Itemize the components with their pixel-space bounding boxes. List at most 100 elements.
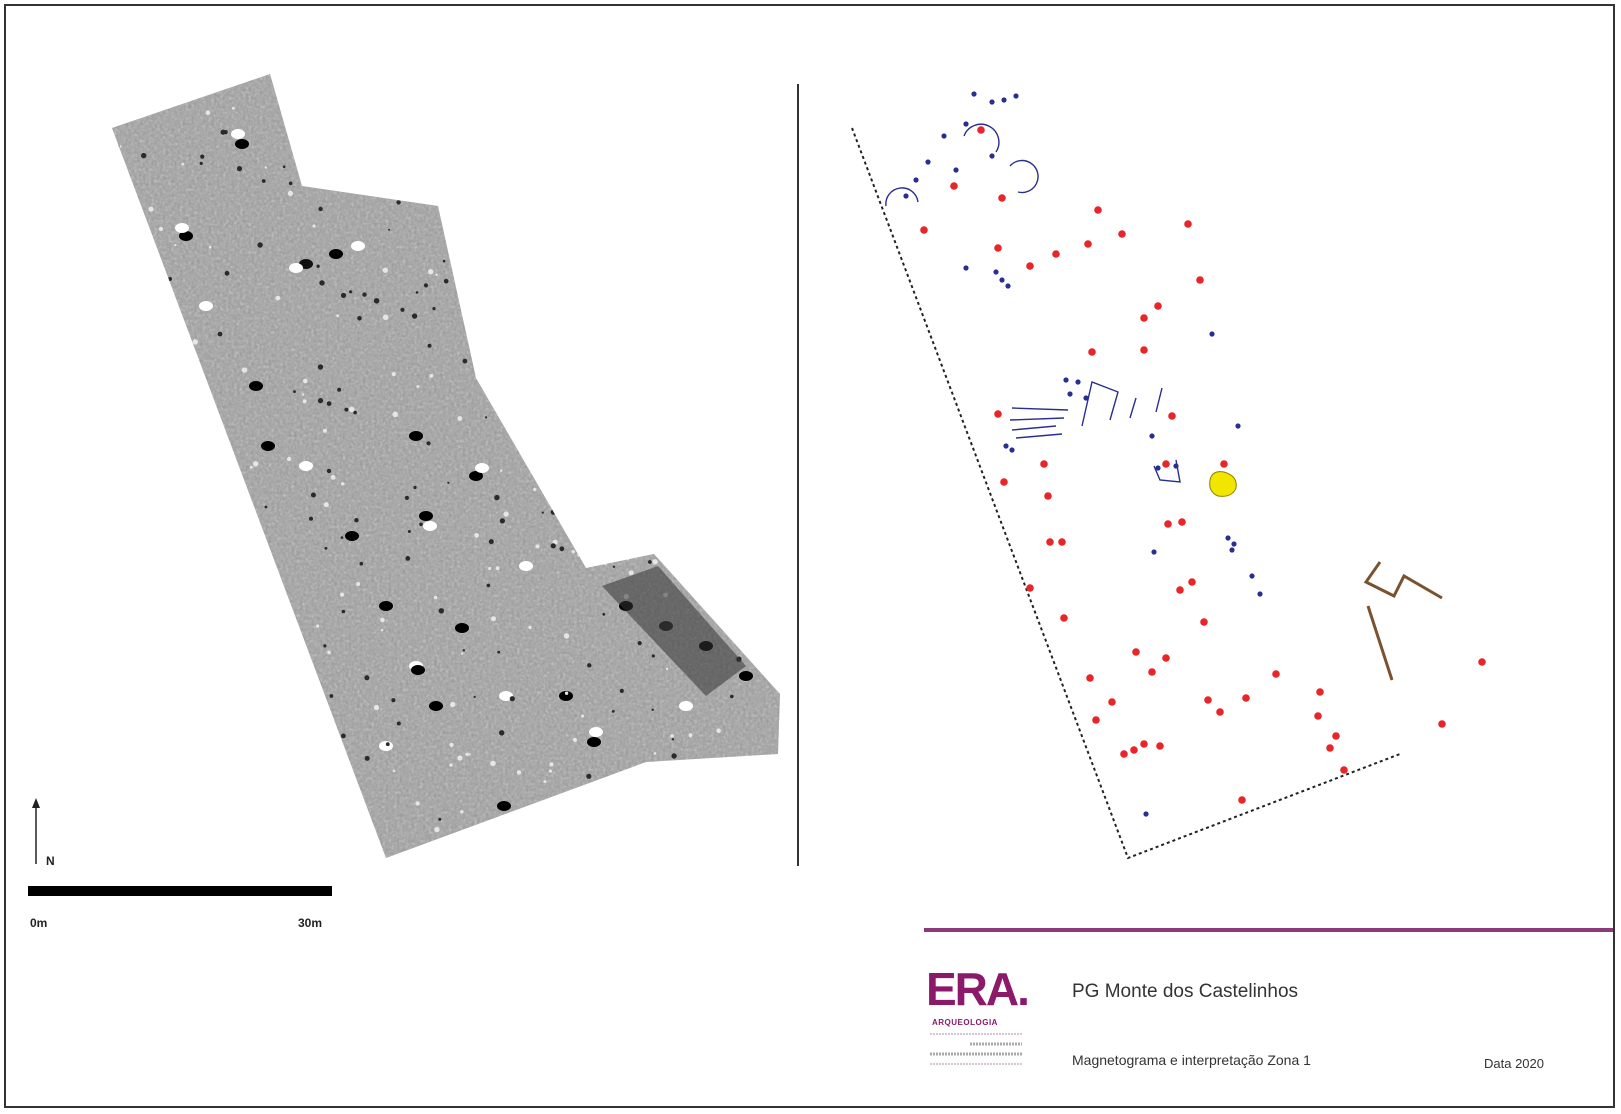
speckle [529,238,535,244]
speckle [210,786,215,791]
blue-point [1075,379,1081,385]
speckle [362,292,367,297]
speckle [138,739,143,743]
speckle [303,731,309,737]
red-point [1060,614,1068,622]
speckle [561,224,565,228]
speckle [593,337,597,341]
anomaly-spot [409,431,423,441]
speckle [373,704,380,711]
speckle [385,742,390,747]
speckle [595,414,599,418]
red-point [1088,348,1096,356]
red-point [1120,750,1128,758]
speckle [702,90,707,95]
red-point [1196,276,1204,284]
speckle [754,323,759,328]
speckle [201,681,207,688]
speckle [748,341,751,345]
speckle [668,107,675,114]
blue-point [963,265,969,271]
speckle [275,295,281,301]
speckle [192,683,195,686]
blue-points-layer [903,91,1263,817]
speckle [602,612,606,616]
speckle [227,678,232,682]
speckle [516,112,520,115]
red-point [1132,648,1140,656]
speckle [447,481,450,484]
speckle [768,588,773,594]
blue-point [1003,443,1009,449]
speckle [406,119,411,124]
speckle [465,752,469,757]
blue-point [971,91,977,97]
speckle [720,245,723,248]
speckle [656,223,660,227]
red-point [1040,460,1048,468]
speckle [400,307,405,312]
speckle [249,465,253,469]
speckle [495,566,500,571]
speckle [743,479,747,483]
speckle [328,723,333,729]
speckle [619,194,626,200]
speckle [435,273,438,276]
speckle [553,395,559,401]
speckle [702,544,707,549]
speckle [599,353,604,358]
speckle [329,694,334,698]
speckle [413,485,417,490]
speckle [442,259,446,263]
speckle [473,695,476,699]
speckle [449,742,454,748]
speckle [261,179,266,183]
blue-point [1209,331,1215,337]
speckle [419,522,423,527]
red-points-layer [920,126,1486,804]
speckle [769,537,775,543]
speckle [217,453,221,457]
anomaly-spot [199,301,213,311]
speckle [322,428,327,433]
speckle [740,83,743,86]
speckle [573,438,579,444]
speckle [220,129,226,135]
speckle [488,539,494,545]
speckle [392,769,396,773]
speckle [469,93,474,97]
speckle [123,423,127,428]
north-arrow-icon [32,798,40,864]
speckle [254,519,258,523]
speckle [178,366,184,372]
speckle [345,758,348,761]
speckle [396,721,401,726]
speckle [327,650,331,655]
speckle [392,411,399,418]
speckle [535,443,540,448]
blue-point [1231,541,1237,547]
anomaly-spot [329,249,343,259]
anomaly-spot [475,463,489,473]
speckle [185,710,188,714]
speckle [499,518,505,524]
speckle [665,452,669,456]
speckle [317,398,324,404]
speckle [643,338,648,343]
red-point [1140,740,1148,748]
blue-point [1151,549,1157,555]
speckle [116,145,120,149]
red-point [1238,796,1246,804]
speckle [676,478,681,483]
speckle [428,269,434,275]
speckle [174,244,177,247]
blue-point [925,159,931,165]
speckle [487,99,491,103]
red-point [1118,230,1126,238]
north-label: N [46,854,55,868]
speckle [382,314,389,321]
speckle [619,688,624,694]
speckle [433,595,438,600]
speckle [693,235,698,240]
red-point [1438,720,1446,728]
